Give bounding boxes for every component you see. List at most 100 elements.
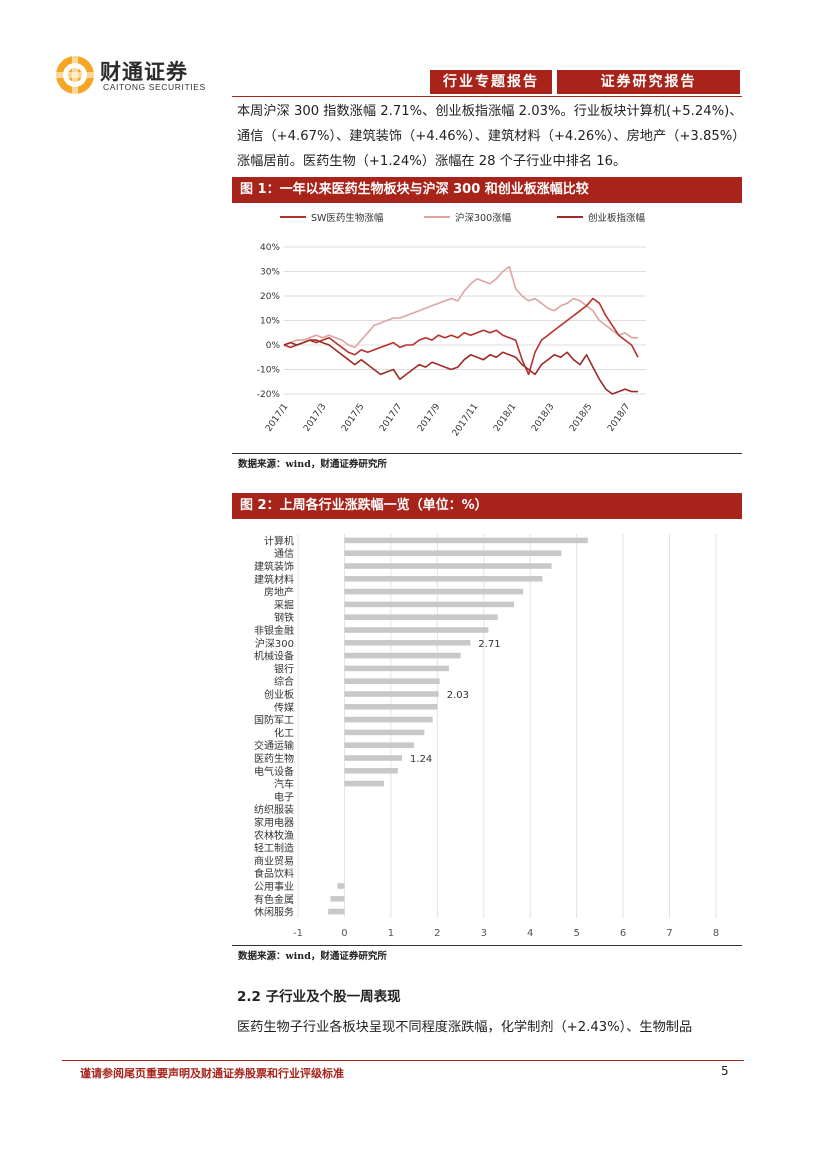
- category-label: 采掘: [274, 598, 294, 611]
- category-label: 电子: [274, 790, 294, 803]
- bar: [344, 665, 449, 672]
- footer-disclaimer: 谨请参阅尾页重要声明及财通证券股票和行业评级标准: [80, 1067, 344, 1080]
- category-label: 电气设备: [254, 765, 294, 778]
- y-tick-label: 10%: [260, 317, 280, 327]
- series-line: [283, 297, 639, 376]
- category-label: 商业贸易: [254, 854, 294, 867]
- x-tick-label: 2017/3: [302, 402, 328, 434]
- logo-text-en: CAITONG SECURITIES: [103, 82, 206, 92]
- category-label: 休闲服务: [254, 906, 294, 919]
- legend-label: 沪深300涨幅: [455, 212, 512, 224]
- category-label: 钢铁: [274, 611, 294, 624]
- bar: [344, 550, 562, 556]
- legend-item: 创业板指涨幅: [557, 212, 646, 224]
- category-label: 化工: [274, 726, 294, 739]
- legend-label: 创业板指涨幅: [588, 212, 646, 224]
- x-tick-label: 2018/5: [568, 402, 594, 434]
- bar: [337, 883, 345, 889]
- bar: [344, 755, 403, 761]
- series-line: [283, 265, 638, 349]
- bar: [344, 601, 514, 608]
- bar: [344, 614, 498, 620]
- intro-paragraph: 本周沪深 300 指数涨幅 2.71%、创业板指涨幅 2.03%。行业板块计算机…: [237, 99, 747, 174]
- bar: [344, 652, 461, 659]
- x-tick-label: -1: [293, 928, 303, 939]
- figure2-source: 数据来源：wind，财通证券研究所: [238, 951, 387, 962]
- x-tick-label: 2018/1: [492, 402, 518, 434]
- category-label: 计算机: [264, 534, 294, 547]
- x-tick-label: 2017/7: [378, 402, 404, 434]
- legend-item: 沪深300涨幅: [424, 212, 512, 224]
- bar: [344, 537, 588, 544]
- y-tick-label: 30%: [260, 268, 280, 278]
- category-label: 家用电器: [254, 816, 294, 829]
- x-tick-label: 8: [713, 928, 719, 939]
- category-label: 交通运输: [254, 739, 294, 752]
- section-paragraph: 医药生物子行业各板块呈现不同程度涨跌幅，化学制剂（+2.43%）、生物制品: [237, 1020, 693, 1035]
- bar: [344, 704, 438, 710]
- category-label: 食品饮料: [254, 867, 294, 880]
- page-number: 5: [721, 1064, 729, 1078]
- data-label: 2.71: [478, 639, 500, 650]
- bar: [344, 640, 471, 646]
- bar: [344, 576, 543, 582]
- header-divider: [232, 96, 742, 97]
- intro-line: 本周沪深 300 指数涨幅 2.71%、创业板指涨幅 2.03%。行业板块计算机…: [237, 104, 743, 119]
- bar: [344, 691, 439, 697]
- bar: [344, 780, 384, 787]
- x-tick-label: 2018/7: [606, 402, 632, 434]
- category-label: 建筑装饰: [254, 560, 294, 573]
- category-label: 银行: [274, 662, 294, 675]
- y-tick-label: -10%: [257, 366, 281, 376]
- intro-line: 涨幅居前。医药生物（+1.24%）涨幅在 28 个子行业中排名 16。: [237, 154, 627, 169]
- x-tick-label: 7: [666, 928, 672, 939]
- x-tick-label: 2017/11: [451, 402, 481, 438]
- data-label: 1.24: [410, 754, 432, 765]
- figure1-source: 数据来源：wind，财通证券研究所: [238, 459, 387, 470]
- category-label: 创业板: [264, 688, 294, 701]
- data-label: 2.03: [447, 690, 469, 701]
- figure1-title: 图 1：一年以来医药生物板块与沪深 300 和创业板涨幅比较: [232, 177, 742, 203]
- x-tick-label: 2017/5: [340, 402, 366, 434]
- y-tick-label: -20%: [257, 390, 281, 400]
- bar: [330, 896, 345, 902]
- category-label: 国防军工: [254, 714, 294, 727]
- category-label: 综合: [274, 675, 294, 688]
- intro-line: 通信（+4.67%）、建筑装饰（+4.46%）、建筑材料（+4.26%）、房地产…: [237, 129, 746, 144]
- category-label: 建筑材料: [254, 573, 294, 586]
- category-label: 医药生物: [254, 752, 294, 765]
- bar: [344, 742, 415, 748]
- figure2-source-divider: [232, 945, 742, 946]
- category-label: 纺织服装: [254, 803, 294, 816]
- y-tick-label: 0%: [266, 341, 281, 351]
- logo-emblem-icon: [54, 54, 96, 96]
- bar: [344, 627, 489, 633]
- figure2-title: 图 2：上周各行业涨跌幅一览（单位：%）: [232, 493, 742, 519]
- x-tick-label: 3: [481, 928, 487, 939]
- section-heading: 2.2 子行业及个股一周表现: [237, 989, 401, 1005]
- x-tick-label: 1: [388, 928, 394, 939]
- bar: [344, 716, 433, 723]
- category-label: 通信: [274, 548, 294, 560]
- bar: [344, 588, 524, 595]
- bar: [344, 768, 398, 774]
- legend-label: SW医药生物涨幅: [311, 212, 384, 224]
- caitong-logo: [54, 54, 96, 96]
- category-label: 有色金属: [254, 893, 294, 906]
- category-label: 轻工制造: [254, 842, 294, 855]
- logo-text-cn: 财通证券: [100, 59, 188, 84]
- category-label: 机械设备: [254, 650, 294, 663]
- x-tick-label: 6: [620, 928, 626, 939]
- category-label: 沪深300: [255, 637, 294, 650]
- footer-divider: [62, 1060, 744, 1061]
- series-line: [283, 339, 638, 395]
- bar-chart: -1 0 1 2 3 4 5 6 7 8 计算机通信建筑装饰建筑材料房地产采掘钢铁非银金融沪深300…: [254, 534, 719, 939]
- category-label: 公用事业: [254, 880, 294, 893]
- x-tick-label: 4: [527, 928, 533, 939]
- line-chart: SW医药生物涨幅 沪深300涨幅 创业板指涨幅 40% 30% 20% 10% 0% -10% -…: [257, 212, 646, 438]
- y-tick-label: 40%: [260, 243, 280, 253]
- category-label: 汽车: [274, 778, 294, 791]
- x-tick-label: 0: [341, 928, 347, 939]
- bar: [328, 908, 345, 915]
- category-label: 房地产: [264, 586, 294, 599]
